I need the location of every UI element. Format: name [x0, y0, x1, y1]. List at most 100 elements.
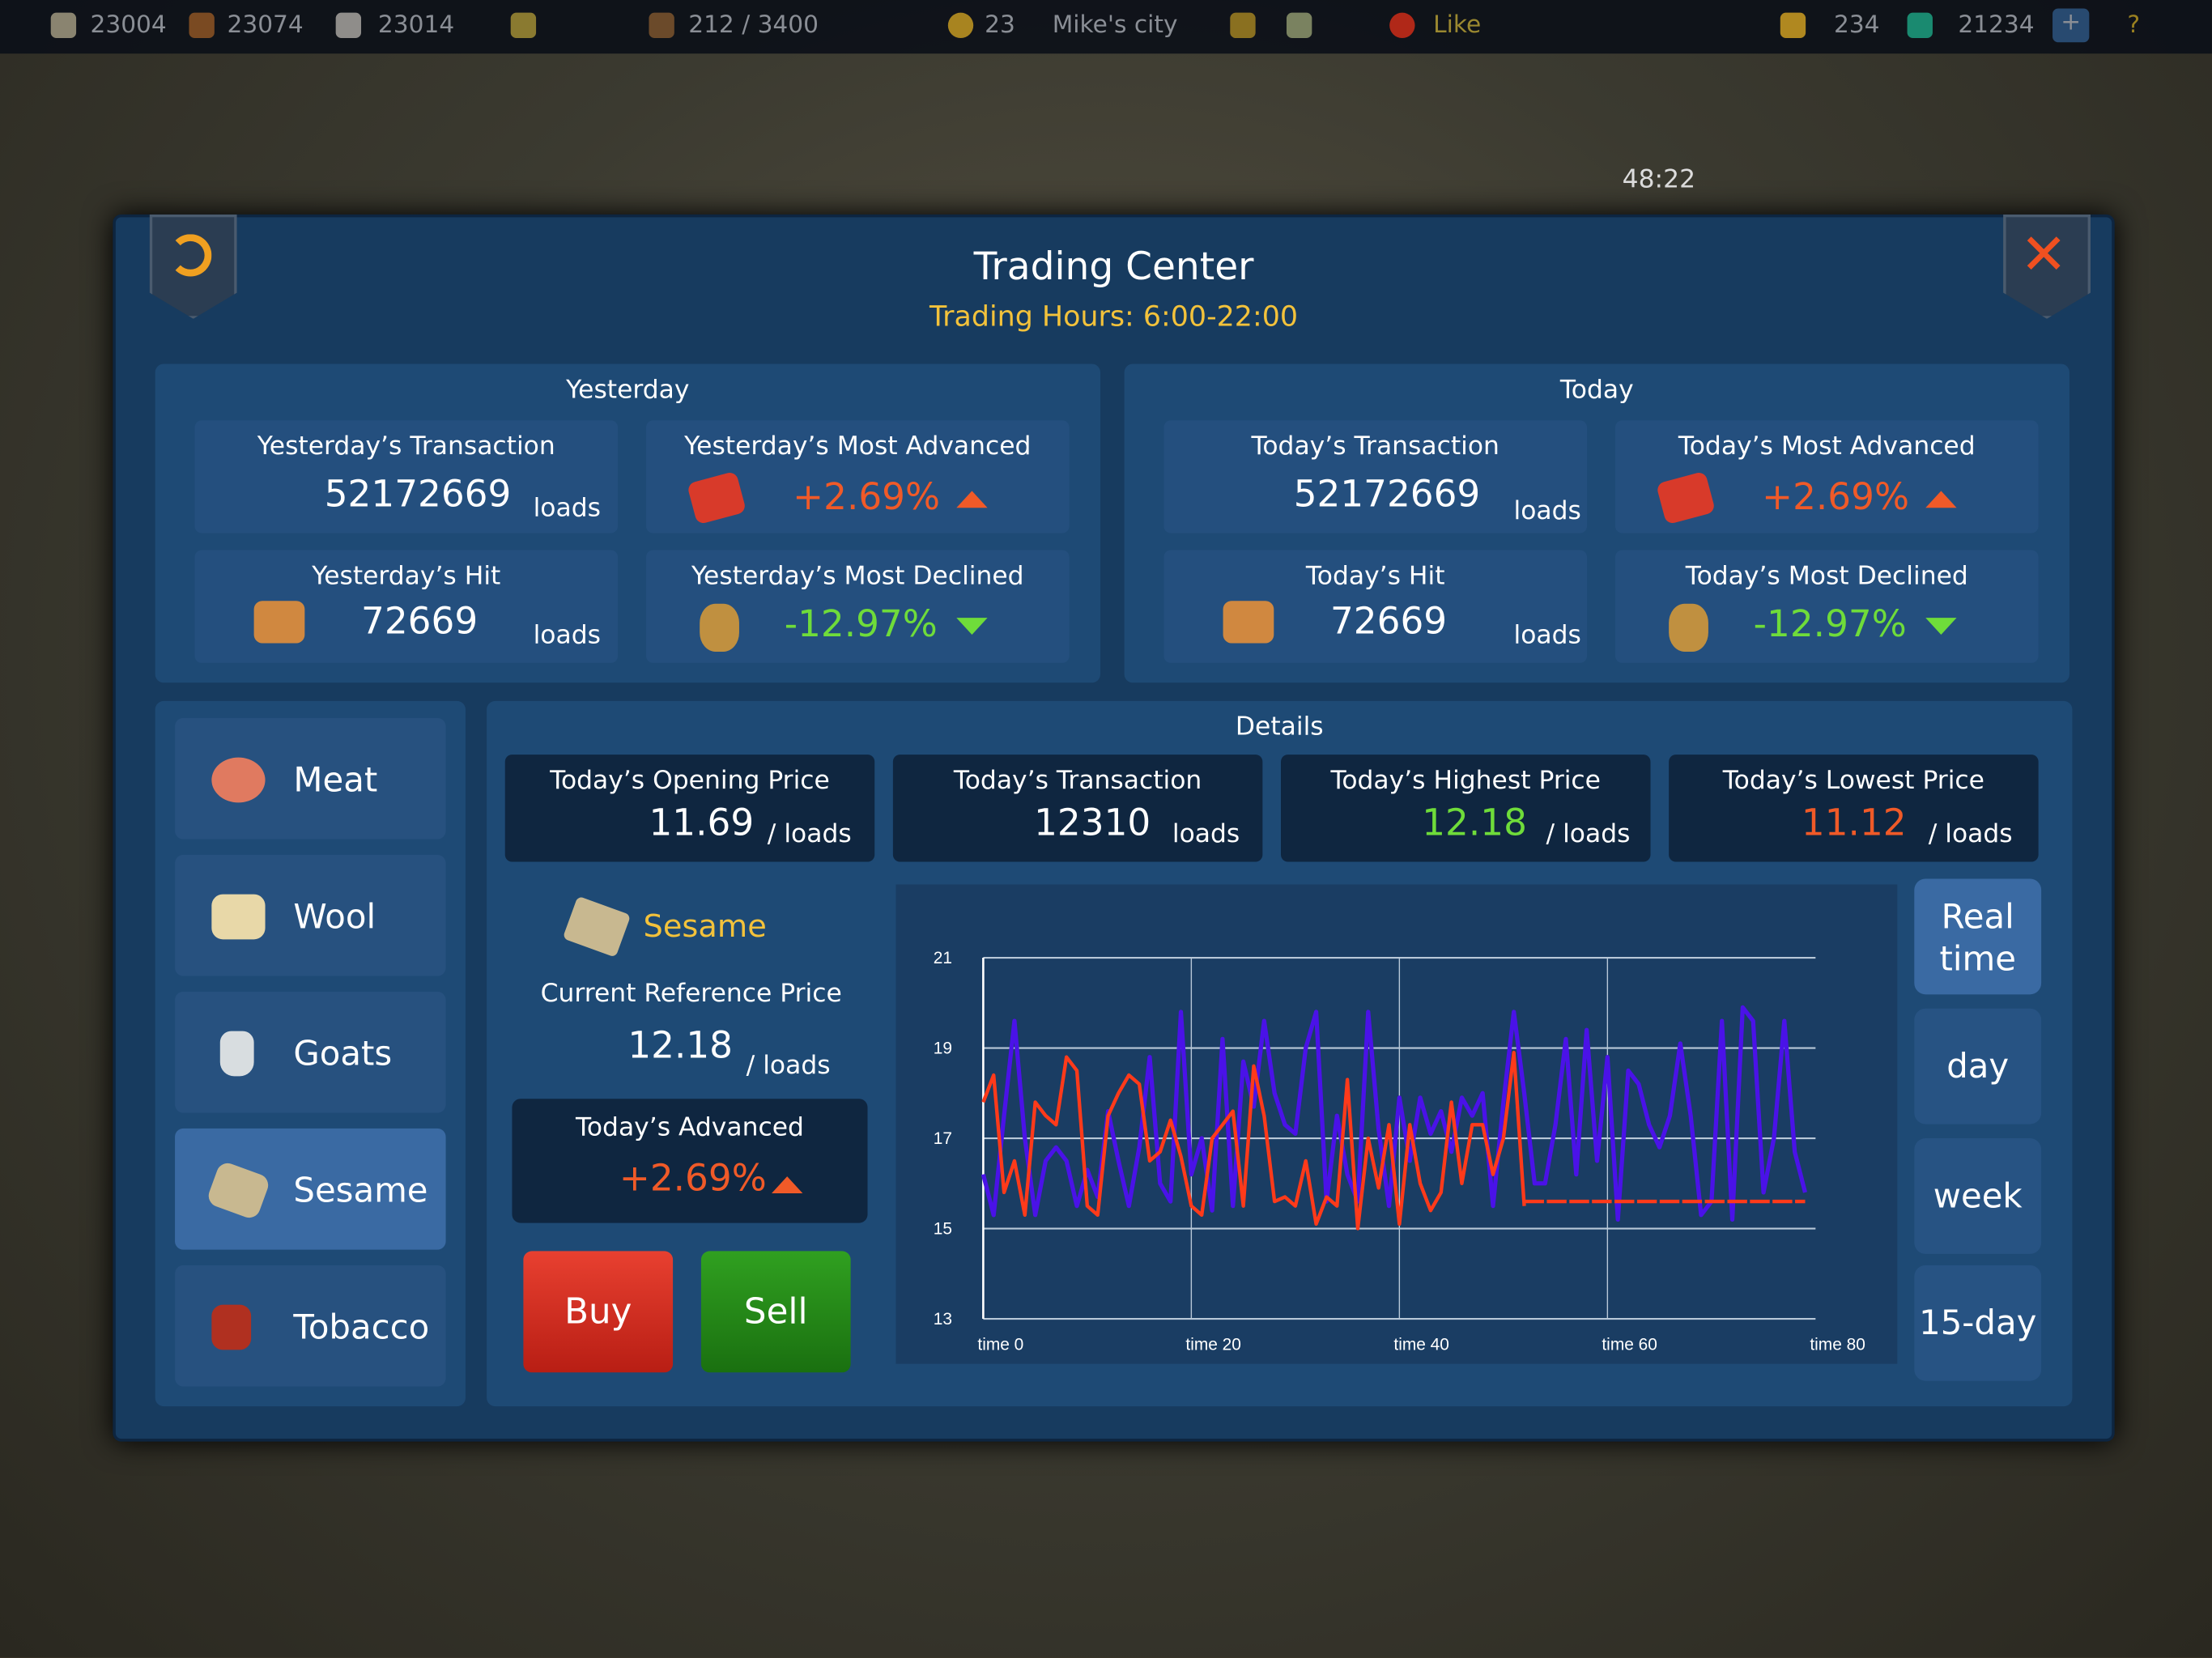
x-tick-label: time 0 [977, 1335, 1023, 1354]
arrow-down-icon [1925, 618, 1957, 636]
crops-dropdown-icon[interactable] [1286, 12, 1312, 39]
jug-icon [1669, 603, 1708, 652]
y-tick-label: 13 [934, 1310, 952, 1329]
refresh-icon [169, 234, 212, 277]
close-button[interactable]: ✕ [2003, 214, 2091, 319]
refresh-button[interactable] [149, 214, 237, 319]
unit-label: loads [1172, 819, 1240, 849]
turns-icon [947, 12, 974, 39]
range-label: Real time [1939, 897, 2016, 980]
population-icon [649, 12, 674, 39]
yesterday-section: Yesterday Yesterday’s Transaction 521726… [155, 363, 1100, 683]
goods-item-sesame[interactable]: Sesame [175, 1128, 446, 1250]
sesame-icon [562, 895, 632, 958]
transaction-value: 52172669 [324, 474, 512, 517]
today-hit-card: Today’s Hit 72669 loads [1163, 550, 1588, 663]
wool-icon [211, 894, 266, 940]
card-label: Yesterday’s Most Declined [691, 561, 1024, 592]
wheat-icon [1230, 12, 1256, 39]
population-count: 212 / 3400 [688, 11, 819, 40]
card-label: Yesterday’s Transaction [257, 432, 555, 461]
range-15-day-button[interactable]: 15-day [1914, 1265, 2042, 1381]
goods-item-meat[interactable]: Meat [175, 717, 446, 840]
card-label: Today’s Highest Price [1330, 766, 1601, 796]
city-name[interactable]: Mike's city [1052, 11, 1178, 40]
details-section: Details Today’s Opening Price 11.69 / lo… [487, 700, 2073, 1407]
wood-count: 23074 [227, 11, 304, 40]
wood-icon [189, 12, 215, 39]
help-button[interactable]: ? [2127, 11, 2141, 40]
gem-count: 21234 [1958, 11, 2035, 40]
x-tick-label: time 40 [1393, 1335, 1449, 1354]
today-transaction-card: Today’s Transaction 52172669 loads [1163, 420, 1588, 534]
heart-icon[interactable] [1389, 12, 1415, 39]
stone-count: 23004 [90, 11, 167, 40]
sell-button[interactable]: Sell [700, 1251, 851, 1373]
hit-value: 72669 [1329, 601, 1448, 644]
gold-icon [1780, 12, 1806, 39]
today-advanced-card: Today’s Advanced +2.69% [512, 1099, 868, 1223]
highest-price: 12.18 [1422, 802, 1527, 845]
x-tick-label: time 80 [1810, 1335, 1865, 1354]
card-label: Today’s Hit [1305, 561, 1445, 592]
highest-price-card: Today’s Highest Price 12.18 / loads [1281, 755, 1651, 862]
tobacco-icon [211, 1304, 252, 1350]
dialog-title: Trading Center [973, 245, 1254, 290]
reference-price: 12.18 [627, 1025, 734, 1068]
yesterday-most-advanced-card: Yesterday’s Most Advanced +2.69% [645, 420, 1070, 534]
goods-item-goats[interactable]: Goats [175, 991, 446, 1113]
range-week-button[interactable]: week [1914, 1138, 2042, 1254]
lumber-icon [253, 601, 305, 644]
milk-bottle-icon [219, 1031, 254, 1077]
goods-label: Meat [293, 760, 378, 800]
like-button[interactable]: Like [1433, 11, 1482, 40]
trading-center-dialog: ✕ Trading Center Trading Hours: 6:00-22:… [113, 214, 2115, 1442]
goods-item-wool[interactable]: Wool [175, 854, 446, 976]
brick-icon [1655, 470, 1716, 525]
card-label: Today’s Transaction [1251, 432, 1499, 461]
section-heading: Details [1235, 712, 1324, 742]
unit-label: loads [1513, 620, 1581, 651]
card-label: Today’s Advanced [576, 1112, 804, 1143]
card-label: Yesterday’s Most Advanced [684, 432, 1032, 461]
unit-label: / loads [767, 819, 852, 849]
buy-button[interactable]: Buy [523, 1251, 674, 1373]
unit-label: / loads [1546, 819, 1631, 849]
price-chart: 13 15 17 19 21 time 0 time 20 time 40 time 60 tim… [895, 884, 1898, 1364]
lowest-price-card: Today’s Lowest Price 11.12 / loads [1669, 755, 2039, 862]
yesterday-most-declined-card: Yesterday’s Most Declined -12.97% [645, 550, 1070, 663]
opening-price-card: Today’s Opening Price 11.69 / loads [504, 755, 875, 862]
meat-icon [211, 757, 266, 803]
trading-hours: Trading Hours: 6:00-22:00 [929, 299, 1299, 334]
goods-item-tobacco[interactable]: Tobacco [175, 1265, 446, 1387]
hit-value: 72669 [361, 601, 479, 644]
goods-label: Tobacco [293, 1307, 430, 1347]
add-gems-button[interactable]: + [2052, 8, 2090, 43]
yesterday-hit-card: Yesterday’s Hit 72669 loads [194, 550, 619, 663]
transaction-card: Today’s Transaction 12310 loads [892, 755, 1263, 862]
stone-icon [50, 12, 77, 39]
range-day-button[interactable]: day [1914, 1008, 2042, 1124]
unit-label: loads [533, 620, 601, 651]
x-tick-label: time 20 [1185, 1335, 1241, 1354]
brick-icon [687, 470, 747, 525]
unit-label: / loads [1928, 819, 2013, 849]
advanced-percent: +2.69% [619, 1158, 767, 1201]
arrow-up-icon [772, 1176, 803, 1193]
opening-price: 11.69 [649, 802, 755, 845]
section-heading: Yesterday [566, 375, 690, 406]
storage-dropdown-icon[interactable] [510, 12, 537, 39]
sesame-icon [205, 1159, 272, 1222]
card-label: Today’s Lowest Price [1722, 766, 1984, 796]
advanced-percent: +2.69% [793, 476, 941, 520]
section-heading: Today [1559, 375, 1634, 406]
build-timer: 48:22 [1622, 164, 1696, 195]
range-real-time-button[interactable]: Real time [1914, 878, 2042, 995]
goods-label: Wool [293, 897, 376, 937]
card-label: Today’s Opening Price [550, 766, 830, 796]
goods-list: Meat Wool Goats Sesame Tobacco [155, 700, 466, 1407]
lumber-icon [1223, 601, 1274, 644]
turns-count: 23 [985, 11, 1015, 40]
iron-icon [335, 12, 362, 39]
today-most-advanced-card: Today’s Most Advanced +2.69% [1614, 420, 2039, 534]
